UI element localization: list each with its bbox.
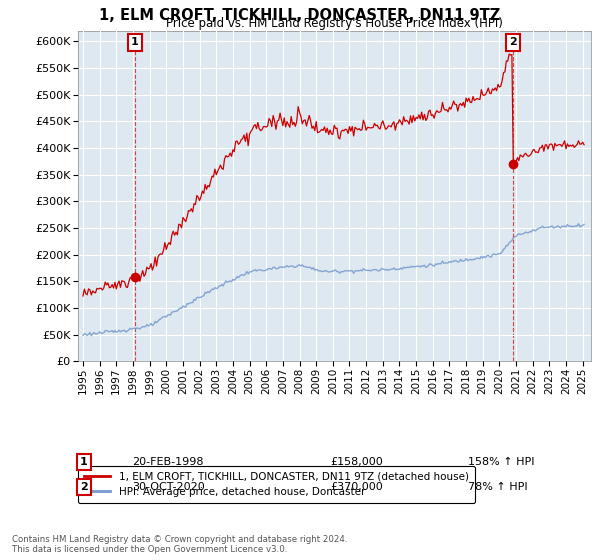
Text: 30-OCT-2020: 30-OCT-2020 — [132, 482, 205, 492]
Text: 20-FEB-1998: 20-FEB-1998 — [132, 457, 203, 467]
Text: 2: 2 — [509, 38, 517, 48]
Text: Contains HM Land Registry data © Crown copyright and database right 2024.
This d: Contains HM Land Registry data © Crown c… — [12, 535, 347, 554]
Text: 1, ELM CROFT, TICKHILL, DONCASTER, DN11 9TZ: 1, ELM CROFT, TICKHILL, DONCASTER, DN11 … — [100, 8, 500, 24]
Text: 78% ↑ HPI: 78% ↑ HPI — [468, 482, 527, 492]
Text: 1: 1 — [131, 38, 139, 48]
Title: Price paid vs. HM Land Registry's House Price Index (HPI): Price paid vs. HM Land Registry's House … — [166, 17, 503, 30]
Text: £158,000: £158,000 — [330, 457, 383, 467]
Text: 2: 2 — [80, 482, 88, 492]
Text: 1: 1 — [80, 457, 88, 467]
Legend: 1, ELM CROFT, TICKHILL, DONCASTER, DN11 9TZ (detached house), HPI: Average price: 1, ELM CROFT, TICKHILL, DONCASTER, DN11 … — [78, 465, 475, 503]
Text: 158% ↑ HPI: 158% ↑ HPI — [468, 457, 535, 467]
Text: £370,000: £370,000 — [330, 482, 383, 492]
